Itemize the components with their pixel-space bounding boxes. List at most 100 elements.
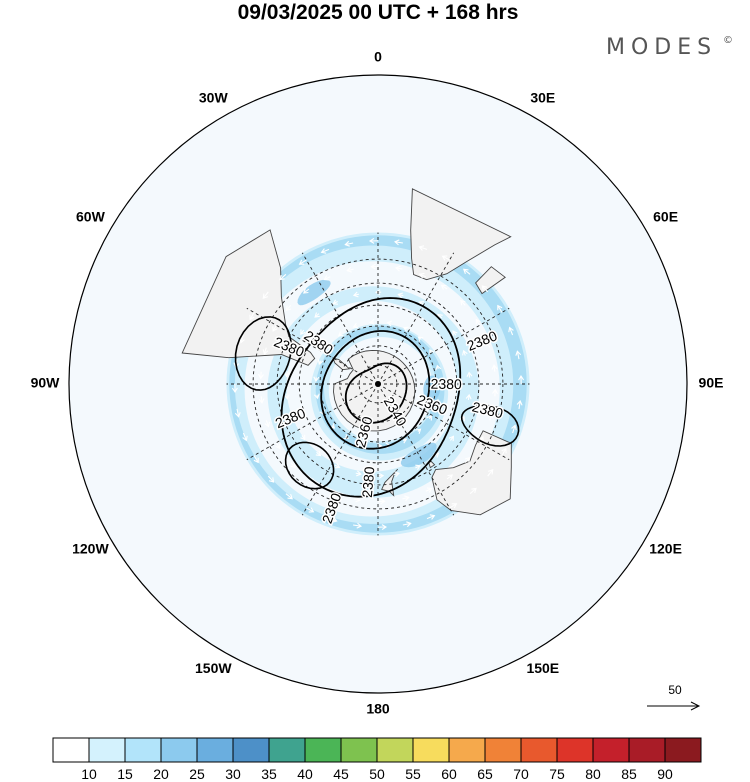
wind-arrow xyxy=(359,440,366,447)
wind-arrow xyxy=(323,275,331,281)
wind-arrow xyxy=(446,474,454,480)
wind-arrow xyxy=(258,371,264,380)
wind-arrow xyxy=(306,507,315,513)
longitude-label: 120W xyxy=(72,541,109,557)
wind-arrow xyxy=(283,371,290,378)
landmass-australia xyxy=(431,430,512,516)
wind-arrow xyxy=(397,292,404,299)
wind-arrow xyxy=(426,414,432,421)
colorbar-swatch xyxy=(412,737,450,763)
wind-arrow xyxy=(487,412,494,421)
disk-outline xyxy=(68,74,688,694)
colorbar-label: 65 xyxy=(477,766,493,782)
colorbar-swatch xyxy=(196,737,234,763)
geopotential-contours xyxy=(234,297,520,498)
wind-arrow xyxy=(452,330,458,336)
colorbar-label: 30 xyxy=(225,766,241,782)
wind-arrow xyxy=(300,434,306,441)
colorbar-label: 25 xyxy=(189,766,205,782)
colorbar-swatch xyxy=(304,737,342,763)
wind-arrow xyxy=(302,288,310,294)
wind-arrow xyxy=(418,245,428,251)
wind-arrow xyxy=(353,496,362,503)
wind-arrow xyxy=(426,514,436,520)
wind-arrow xyxy=(369,319,375,325)
reference-vector-label: 50 xyxy=(668,683,682,697)
modes-logo: MODES © xyxy=(606,35,733,60)
jet-streak xyxy=(297,279,331,306)
longitude-label: 0 xyxy=(374,49,382,65)
wind-arrow xyxy=(298,259,307,265)
contour-2380-lobe xyxy=(284,441,335,490)
landmass-africa xyxy=(410,188,512,281)
wind-arrow xyxy=(313,393,320,400)
wind-arrow xyxy=(487,468,494,477)
wind-arrow xyxy=(448,435,455,442)
colorbar-label: 90 xyxy=(657,766,673,782)
meridian-line xyxy=(377,383,510,461)
wind-arrow xyxy=(377,472,385,479)
wind-arrow xyxy=(353,522,363,529)
wind-arrow xyxy=(435,364,442,371)
wind-arrow xyxy=(315,450,322,457)
wind-arrow xyxy=(497,304,503,313)
wind-arrow xyxy=(415,464,421,470)
wind-arrow xyxy=(337,331,344,337)
landmass-antarctic-peninsula xyxy=(332,357,351,371)
wind-arrow xyxy=(415,428,422,434)
longitude-label: 60W xyxy=(76,209,106,225)
wind-arrow xyxy=(491,364,498,372)
wind-arrow xyxy=(258,396,265,404)
wind-arrow xyxy=(518,374,525,385)
latitude-circle xyxy=(252,258,504,510)
longitude-label: 150E xyxy=(526,660,559,676)
wind-arrow xyxy=(511,424,517,434)
wind-arrow xyxy=(440,284,448,290)
wind-arrow xyxy=(449,503,458,509)
colorbar-swatch xyxy=(448,737,486,763)
wind-arrow xyxy=(469,487,477,495)
latitude-circle xyxy=(319,325,437,443)
wind-arrow xyxy=(418,272,427,279)
colorbar-swatch xyxy=(664,737,702,763)
contour-2380-lobe xyxy=(460,404,520,447)
longitude-label: 90W xyxy=(31,375,61,391)
wind-arrow xyxy=(328,517,338,523)
meridian-line xyxy=(246,383,379,461)
wind-arrow xyxy=(332,299,338,305)
colorbar-swatch xyxy=(268,737,306,763)
wind-arrow xyxy=(300,329,306,336)
longitude-label: 180 xyxy=(366,701,390,717)
colorbar-label: 10 xyxy=(81,766,97,782)
colorbar-swatch xyxy=(484,737,522,763)
wind-arrow xyxy=(478,436,484,443)
colorbar-label: 60 xyxy=(441,766,457,782)
colorbar-swatch xyxy=(52,737,90,763)
wind-arrow xyxy=(393,471,401,478)
longitude-label: 60E xyxy=(653,209,678,225)
wind-arrow xyxy=(253,455,259,464)
contour-2360 xyxy=(320,330,431,450)
reference-vector: 50 xyxy=(647,683,701,711)
wind-arrow xyxy=(402,521,412,528)
jet-streak xyxy=(400,442,437,468)
longitude-label: 30E xyxy=(530,89,555,105)
brand-mark: © xyxy=(723,35,733,46)
colorbar-label: 80 xyxy=(585,766,601,782)
colorbar-label: 50 xyxy=(369,766,385,782)
longitude-label: 30W xyxy=(199,89,229,105)
wind-arrow xyxy=(394,265,403,272)
brand-name: MODES xyxy=(606,35,717,60)
wind-arrow xyxy=(485,340,492,348)
colorbar-swatch xyxy=(232,737,270,763)
longitude-labels: 0 30E 60E 90E 120E 150E 180 150W 120W 90W 60W 30W xyxy=(31,49,724,717)
wind-arrow xyxy=(508,326,514,336)
wind-arrow xyxy=(267,475,275,483)
wind-arrow xyxy=(377,524,388,531)
wind-arrow xyxy=(242,432,248,442)
contour-2340 xyxy=(344,362,408,424)
longitude-label: 150W xyxy=(195,660,232,676)
wind-arrow xyxy=(441,255,450,261)
wind-arrow xyxy=(275,442,281,450)
wind-arrow xyxy=(334,463,341,469)
